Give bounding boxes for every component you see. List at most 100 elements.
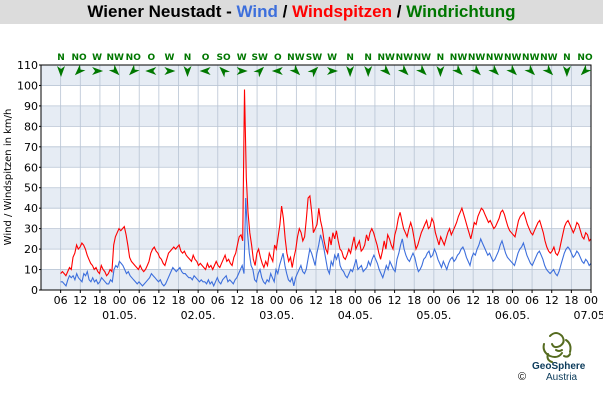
date-label: 07.05. [574, 309, 603, 322]
direction-label: W [237, 53, 247, 63]
x-tick-label: 00 [584, 294, 598, 307]
direction-arrow-icon [271, 67, 283, 75]
direction-label: N [437, 53, 445, 63]
x-tick-label: 00 [270, 294, 284, 307]
direction-label: W [327, 53, 337, 63]
y-tick-label: 50 [24, 182, 38, 195]
gust-series [60, 89, 592, 277]
title-separator-2: / [277, 2, 293, 21]
direction-label: NW [504, 53, 522, 63]
x-tick-label: 06 [447, 294, 461, 307]
copyright-sign: © [518, 371, 527, 383]
x-tick-label: 00 [348, 294, 362, 307]
direction-arrow-icon [416, 64, 427, 76]
title-location: Wiener Neustadt [87, 2, 222, 21]
wind-line [60, 197, 592, 288]
y-tick-label: 110 [17, 59, 38, 72]
date-label: 02.05. [181, 309, 216, 322]
x-tick-label: 12 [152, 294, 166, 307]
x-tick-label: 12 [388, 294, 402, 307]
direction-arrow-icon [327, 67, 338, 75]
direction-arrow-icon [219, 66, 230, 78]
direction-label: O [274, 53, 282, 63]
direction-label: NW [450, 53, 468, 63]
date-label: 03.05. [259, 309, 294, 322]
direction-arrow-icon [236, 67, 248, 75]
direction-label: N [364, 53, 372, 63]
direction-arrow-icon [74, 64, 86, 76]
direction-label: N [57, 53, 65, 63]
direction-arrow-icon [183, 66, 192, 77]
direction-label: NW [287, 53, 305, 63]
x-tick-labels: 06 12 18 00 06 12 18 00 06 12 18 00 06 12 18 00 06 12 18 00… [54, 290, 598, 307]
x-tick-label: 06 [289, 294, 303, 307]
direction-label: SO [217, 53, 231, 63]
geosphere-logo-icon [542, 332, 572, 363]
x-tick-label: 06 [54, 294, 68, 307]
direction-arrow-icon [164, 67, 176, 75]
direction-arrow-icon [145, 67, 157, 75]
y-tick-label: 80 [24, 120, 38, 133]
y-tick-labels: 0 10 20 30 40 50 60 70 80 90 100 110 [17, 59, 41, 297]
direction-label: SW [252, 53, 268, 63]
direction-label: NW [522, 53, 540, 63]
brand-title: GeoSphere [532, 361, 586, 372]
title-wind: Wind [236, 2, 278, 21]
x-tick-label: 06 [525, 294, 539, 307]
y-tick-label: 0 [31, 284, 38, 297]
direction-arrow-icon [108, 64, 120, 76]
y-tick-label: 40 [24, 202, 38, 215]
y-tick-label: 20 [24, 243, 38, 256]
y-tick-label: 70 [24, 141, 38, 154]
direction-arrow-icon [307, 66, 319, 78]
direction-arrow-icon [92, 67, 104, 75]
brand-name: GeoSphere Austria [532, 361, 602, 383]
direction-arrow-icon [436, 66, 445, 77]
direction-label: NW [540, 53, 558, 63]
title-gusts: Windspitzen [292, 2, 393, 21]
direction-label: NW [486, 53, 504, 63]
x-tick-label: 18 [172, 294, 186, 307]
direction-label: W [164, 53, 174, 63]
direction-arrow-icon [562, 66, 571, 77]
x-tick-label: 18 [564, 294, 578, 307]
direction-arrow-icon [506, 64, 517, 76]
x-tick-label: 18 [250, 294, 264, 307]
direction-arrow-icon [129, 64, 140, 76]
direction-arrow-icon [524, 64, 536, 76]
date-label: 04.05. [338, 309, 373, 322]
y-tick-label: 100 [17, 79, 38, 92]
direction-label: N [184, 53, 192, 63]
x-tick-label: 18 [329, 294, 343, 307]
y-tick-label: 10 [24, 264, 38, 277]
x-tick-label: 00 [505, 294, 519, 307]
x-tick-label: 12 [230, 294, 244, 307]
x-tick-label: 06 [132, 294, 146, 307]
direction-arrow-icon [397, 64, 409, 76]
direction-arrow-icon [379, 64, 391, 76]
x-tick-label: 18 [93, 294, 107, 307]
title-separator-1: - [221, 2, 237, 21]
direction-label: O [202, 53, 210, 63]
direction-arrow-icon [289, 64, 301, 76]
direction-arrow-icon [470, 64, 481, 76]
direction-label: NO [71, 53, 87, 63]
direction-arrow-icon [57, 66, 65, 77]
direction-arrow-icon [542, 64, 554, 76]
x-tick-label: 18 [407, 294, 421, 307]
x-tick-label: 12 [466, 294, 480, 307]
direction-row: N NO W NW NO O W N O SO W SW O NW SW W N N NW NW NW N NW NW NW NW… [57, 53, 593, 78]
x-tick-label: 00 [191, 294, 205, 307]
x-tick-label: 12 [309, 294, 323, 307]
x-tick-label: 18 [486, 294, 500, 307]
y-tick-label: 60 [24, 161, 38, 174]
title-direction: Windrichtung [406, 2, 516, 21]
direction-label: W [92, 53, 102, 63]
x-tick-label: 00 [427, 294, 441, 307]
y-axis-label: Wind / Windspitzen in km/h [3, 109, 14, 246]
direction-arrow-icon [580, 64, 592, 76]
direction-label: SW [306, 53, 322, 63]
direction-arrow-icon [199, 67, 211, 75]
direction-label: NW [378, 53, 396, 63]
